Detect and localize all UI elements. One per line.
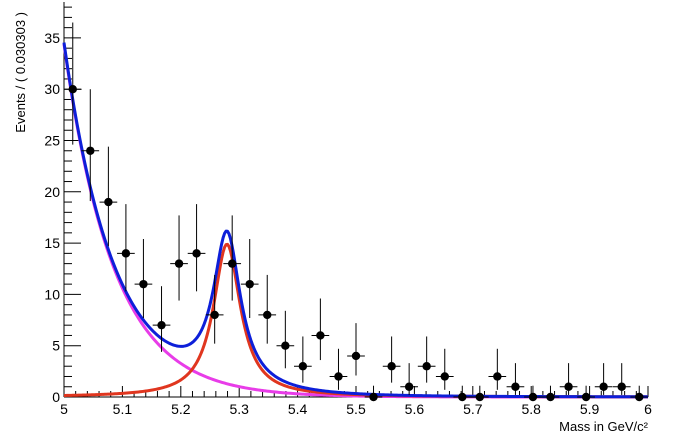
data-point [351, 351, 361, 361]
x-axis-label: Mass in GeV/c² [559, 419, 649, 434]
data-point-group [276, 310, 295, 369]
data-point [440, 372, 449, 381]
data-point [617, 382, 626, 391]
data-point [121, 249, 131, 258]
y-tick-label: 30 [44, 81, 60, 97]
data-point [581, 392, 591, 402]
data-point-group [81, 89, 100, 202]
data-point-group [223, 215, 242, 301]
data-point-group [63, 22, 82, 145]
data-point [546, 392, 555, 402]
data-point [635, 392, 644, 402]
data-point-group [99, 146, 118, 247]
data-point-group [417, 336, 436, 383]
data-point-group [453, 385, 472, 402]
x-tick-label: 5.2 [171, 401, 191, 417]
data-point [104, 197, 113, 207]
data-point-group [311, 298, 330, 361]
data-point-group [382, 336, 401, 383]
data-point-group [470, 385, 489, 402]
y-tick-label: 5 [52, 338, 60, 354]
data-point [334, 372, 343, 381]
x-tick-label: 5.6 [405, 401, 425, 417]
data-point [528, 392, 538, 402]
y-axis-label: Events / ( 0.030303 ) [13, 12, 28, 133]
data-point [369, 392, 378, 402]
data-point [458, 392, 467, 402]
y-tick-label: 20 [44, 184, 60, 200]
data-point-group [524, 385, 542, 402]
data-point-group [152, 286, 171, 352]
data-point-group [134, 239, 153, 318]
data-point-group [400, 363, 418, 395]
data-point-group [258, 274, 277, 344]
data-points-layer [63, 22, 649, 402]
data-point [68, 85, 77, 94]
data-point [475, 392, 485, 402]
data-point [564, 382, 573, 391]
data-point [404, 382, 414, 391]
data-point-group [630, 385, 649, 402]
x-tick-label: 5.5 [346, 401, 366, 417]
data-point-group [559, 363, 578, 395]
data-point [263, 310, 272, 320]
data-point [157, 320, 166, 330]
data-point [316, 331, 325, 340]
data-point-group [577, 385, 595, 402]
data-point [210, 310, 219, 320]
y-tick-label: 15 [44, 235, 60, 251]
x-tick-label: 5.1 [113, 401, 133, 417]
data-point-group [205, 274, 224, 344]
data-point [86, 146, 95, 155]
data-point [387, 362, 396, 371]
data-point [422, 362, 431, 371]
data-point [298, 362, 308, 371]
x-tick-label: 5.3 [229, 401, 249, 417]
x-tick-label: 5.8 [521, 401, 541, 417]
data-point-group [364, 385, 383, 402]
x-tick-label: 5.9 [580, 401, 600, 417]
data-point-group [117, 204, 135, 292]
data-point-group [329, 348, 348, 390]
data-point [174, 259, 184, 268]
y-tick-label: 0 [52, 389, 60, 405]
x-tick-label: 5.7 [463, 401, 483, 417]
data-point [192, 249, 201, 258]
x-tick-label: 5 [60, 401, 68, 417]
data-point-group [435, 348, 454, 390]
data-point [599, 382, 608, 391]
data-point-group [488, 348, 507, 390]
data-point [227, 259, 237, 268]
data-point [281, 341, 290, 350]
x-tick-label: 5.4 [288, 401, 308, 417]
data-point-group [506, 363, 525, 395]
y-tick-label: 25 [44, 133, 60, 149]
data-point [511, 382, 520, 391]
data-point [139, 279, 148, 289]
data-point-group [347, 323, 365, 376]
data-point-group [294, 336, 312, 383]
data-point-group [541, 385, 560, 402]
y-tick-label: 10 [44, 286, 60, 302]
data-point-group [240, 239, 259, 318]
data-point [245, 279, 254, 289]
y-tick-label: 35 [44, 30, 60, 46]
data-point-group [170, 215, 188, 301]
data-point-group [187, 204, 206, 292]
data-point-group [594, 363, 613, 395]
x-tick-label: 6 [644, 401, 652, 417]
data-point [493, 372, 502, 381]
data-point-group [612, 363, 631, 395]
